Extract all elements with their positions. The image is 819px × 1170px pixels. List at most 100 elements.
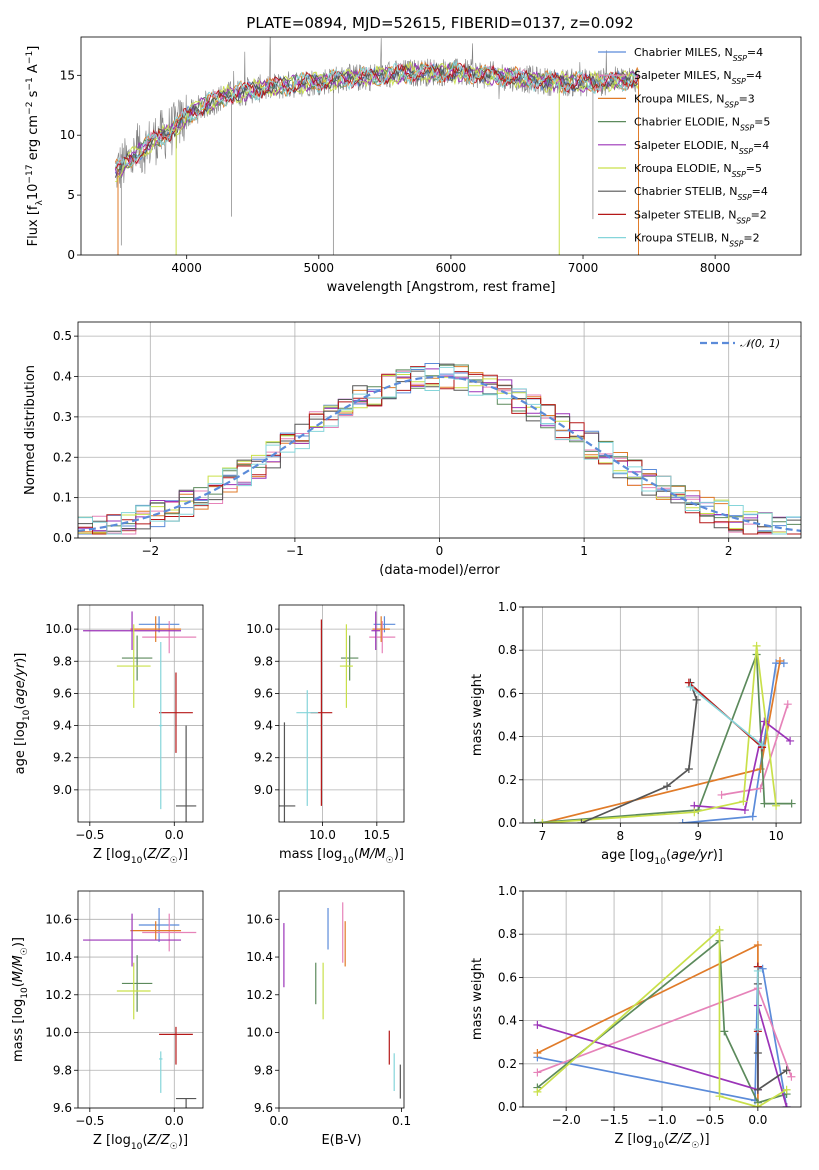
plot-area	[114, 37, 640, 255]
y-tick-label: 10.0	[246, 622, 273, 636]
x-tick-label: 10.5	[363, 828, 390, 842]
y-tick-label: 0.0	[53, 531, 72, 545]
x-tick-label: 0.0	[269, 1114, 288, 1128]
y-tick-label: 0.2	[498, 773, 517, 787]
x-tick-label: −0.5	[75, 828, 104, 842]
weight-point-marker	[753, 1049, 762, 1057]
weight-point-marker	[538, 819, 547, 823]
weight-point-marker	[782, 1103, 791, 1107]
chart-weight-vs-z: −2.0 −1.5 −1.0 −0.5 0.0 0.0 0.2 0.4 0.6 0.8 1.0 Z […	[470, 884, 802, 1151]
legend-model-name: Chabrier STELIB	[634, 185, 722, 198]
x-tick-label: 10	[768, 829, 783, 843]
plot-area	[279, 611, 396, 822]
weight-point-marker	[752, 641, 761, 650]
normal-distribution-curve	[78, 375, 801, 532]
legend-model-name: Salpeter STELIB	[634, 208, 721, 221]
weight-point-marker	[779, 659, 788, 668]
legend-entry: Salpeter MILES, NSSP=4	[634, 69, 762, 86]
weight-point-marker	[684, 678, 693, 687]
y-tick-label: 0.0	[498, 816, 517, 830]
y-tick-label: 0.6	[498, 970, 517, 984]
legend-entry: Salpeter ELODIE, NSSP=4	[634, 139, 769, 156]
residual-histogram	[78, 366, 801, 535]
chart-residuals: −2 −1 0 1 2 0.0 0.1 0.2 0.3 0.4 0.5 (data-model)/er…	[23, 321, 802, 578]
y-tick-label: 0.0	[498, 1100, 517, 1114]
x-tick-label: 0.1	[392, 1114, 411, 1128]
weight-point-marker	[758, 741, 767, 750]
weight-point-marker	[753, 966, 762, 975]
x-axis-label: mass [log10(M/M☉)]	[279, 847, 404, 866]
x-axis-label: Z [log10(Z/Z☉)]	[614, 1132, 709, 1151]
y-axis-label: Normed distribution	[23, 365, 38, 495]
y-tick-label: 1.0	[498, 600, 517, 614]
x-tick-label: −1	[286, 544, 304, 558]
chart-mass-vs-ebv: 0.0 0.1 9.6 9.8 10.0 10.2 10.4 10.6 E(B-V)	[246, 890, 411, 1148]
x-tick-label: 4000	[171, 261, 202, 275]
y-tick-label: 0.5	[53, 329, 72, 343]
x-tick-label: 0	[436, 544, 444, 558]
y-axis-label: mass [log10(M/M☉)]	[11, 937, 30, 1062]
x-axis-label: E(B-V)	[321, 1133, 361, 1148]
x-axis-label: wavelength [Angstrom, rest frame]	[327, 280, 556, 295]
x-axis-label: age [log10(age/yr)]	[601, 848, 723, 867]
x-tick-label: −2	[141, 544, 159, 558]
weight-point-marker	[533, 1049, 542, 1057]
weight-point-marker	[758, 964, 767, 973]
y-tick-label: 10.6	[246, 912, 273, 926]
weight-point-marker	[783, 700, 792, 709]
legend-model-name: Chabrier ELODIE	[634, 116, 725, 129]
y-tick-label: 0.4	[498, 730, 517, 744]
x-tick-label: −2.0	[552, 1113, 581, 1127]
x-tick-label: 10.0	[309, 828, 336, 842]
weight-point-marker	[772, 801, 781, 810]
weight-point-marker	[692, 695, 701, 704]
x-tick-label: 6000	[436, 261, 467, 275]
y-tick-label: 9.2	[53, 751, 72, 765]
y-tick-label: 0.8	[498, 643, 517, 657]
legend-entry: Kroupa ELODIE, NSSP=5	[634, 162, 762, 179]
legend-entry: 𝒩(0, 1)	[740, 337, 780, 350]
weight-point-marker	[715, 925, 724, 934]
weight-series-line	[581, 682, 698, 823]
legend-entry: Salpeter STELIB, NSSP=2	[634, 208, 767, 225]
weight-point-marker	[717, 790, 726, 799]
y-tick-label: 10.0	[45, 622, 72, 636]
x-axis-label: Z [log10(Z/Z☉)]	[93, 847, 188, 866]
y-tick-label: 0.3	[53, 410, 72, 424]
x-tick-label: 8000	[700, 261, 731, 275]
y-tick-label: 9.4	[254, 719, 273, 733]
weight-point-marker	[533, 1020, 542, 1029]
chart-weight-vs-age: 7 8 9 10 0.0 0.2 0.4 0.6 0.8 1.0 age [log10(age/yr…	[470, 600, 802, 867]
chart-mass-vs-z: −0.5 0.0 9.6 9.8 10.0 10.2 10.4 10.6 Z [log10(Z/…	[11, 890, 204, 1152]
chart-spectrum: 4000 5000 6000 7000 8000 0 5 10 15 wavelength [An…	[25, 36, 802, 295]
y-tick-label: 9.6	[53, 686, 72, 700]
legend-nssp-value: 4	[761, 185, 768, 198]
y-tick-label: 5	[67, 188, 75, 202]
plot-frame	[77, 890, 204, 1109]
legend-model-name: Chabrier MILES	[634, 46, 718, 59]
plot-frame	[522, 606, 802, 824]
weight-point-marker	[533, 1087, 542, 1096]
x-tick-label: −1.0	[647, 1113, 676, 1127]
legend-model-name: Kroupa MILES	[634, 92, 709, 105]
y-tick-label: 15	[60, 68, 75, 82]
y-tick-label: 10.4	[45, 950, 72, 964]
weight-point-marker	[663, 782, 672, 791]
y-tick-label: 0.4	[498, 1014, 517, 1028]
weight-point-marker	[753, 941, 762, 949]
legend-nssp-value: 4	[755, 69, 762, 82]
y-tick-label: 10.6	[45, 912, 72, 926]
y-tick-label: 0.4	[53, 370, 72, 384]
weight-point-marker	[530, 819, 539, 823]
y-tick-label: 10	[60, 128, 75, 142]
y-tick-label: 10.0	[246, 1026, 273, 1040]
weight-point-marker	[690, 808, 699, 817]
legend-nssp-value: 2	[753, 232, 760, 245]
weight-point-marker	[686, 682, 695, 691]
x-axis-label: (data-model)/error	[379, 563, 500, 578]
y-axis-label: Flux [fλ10−17 erg cm−2 s−1 A−1]	[25, 46, 45, 247]
model-spectrum-line	[114, 59, 639, 168]
y-tick-label: 0.6	[498, 686, 517, 700]
chart-age-vs-z: −0.5 0.0 9.0 9.2 9.4 9.6 9.8 10.0 Z [log10(Z/Z☉)…	[13, 604, 204, 866]
